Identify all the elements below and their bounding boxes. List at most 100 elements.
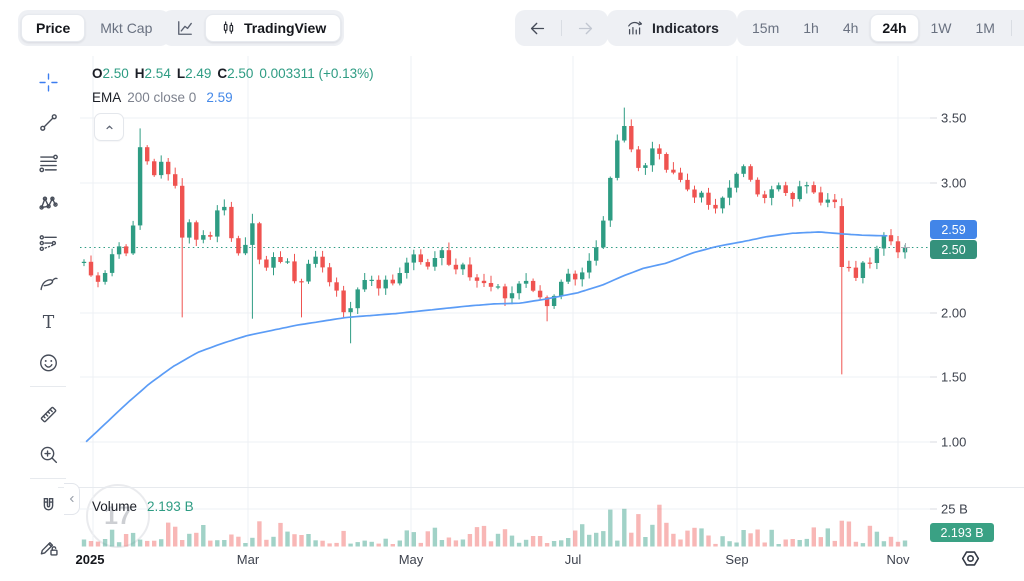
- tool-ruler[interactable]: [28, 394, 68, 434]
- top-toolbar: Price Mkt Cap TradingView: [0, 0, 1024, 56]
- tool-emoji[interactable]: [28, 342, 68, 382]
- ema-price-badge-value: 2.59: [941, 222, 966, 237]
- svg-text:T: T: [42, 312, 54, 332]
- high-value: 2.54: [144, 66, 171, 81]
- price-axis-label: 25 B: [941, 501, 968, 517]
- draw-lock-icon: [37, 535, 60, 558]
- tradingview-button[interactable]: TradingView: [205, 14, 342, 42]
- tool-projection[interactable]: [28, 222, 68, 262]
- price-axis[interactable]: 2.59 2.50 2.193 B 3.50 3.00 2.00 1.50 1.00 25…: [930, 56, 1024, 555]
- legend-collapse-button[interactable]: [94, 113, 124, 141]
- zoom-in-icon: [37, 443, 60, 466]
- last-price-badge: 2.50: [930, 240, 977, 259]
- toolbar-divider: [30, 386, 66, 387]
- tool-xabcd-pattern[interactable]: [28, 182, 68, 222]
- text-icon: T: [37, 311, 60, 334]
- time-axis-label: 2025: [75, 552, 105, 567]
- arrow-right-icon: [576, 19, 595, 38]
- ema-value: 2.59: [206, 90, 233, 105]
- volume-label: Volume: [92, 499, 138, 514]
- last-price-badge-value: 2.50: [941, 242, 966, 257]
- ema-price-badge: 2.59: [930, 220, 977, 239]
- arrow-left-icon: [528, 19, 547, 38]
- volume-value: 2.193 B: [147, 499, 194, 514]
- toolbar-collapse-handle[interactable]: [64, 483, 80, 515]
- magnet-icon: [37, 495, 60, 518]
- tool-text[interactable]: T: [28, 302, 68, 342]
- tool-zoom-in[interactable]: [28, 434, 68, 474]
- time-axis-label: Mar: [236, 552, 260, 567]
- indicators-button[interactable]: Indicators: [607, 10, 737, 46]
- mktcap-tab-label: Mkt Cap: [100, 20, 153, 36]
- close-label: C: [217, 66, 228, 81]
- timeframe-divider: [1010, 20, 1012, 36]
- tool-draw-lock[interactable]: [28, 526, 68, 566]
- time-axis-label: Nov: [886, 552, 910, 567]
- line-chart-icon: [175, 18, 195, 38]
- price-axis-label: 1.00: [941, 434, 967, 450]
- chevron-left-icon: [66, 493, 78, 505]
- chevron-up-icon: [103, 121, 116, 134]
- close-value: 2.50: [227, 66, 254, 81]
- tool-crosshair[interactable]: [28, 62, 68, 102]
- history-nav: [515, 10, 608, 46]
- tool-trend-line[interactable]: [28, 102, 68, 142]
- token-watermark-text: 17: [104, 501, 132, 530]
- timeframe-15m[interactable]: 15m: [740, 14, 791, 42]
- timeframe-4h[interactable]: 4h: [831, 14, 871, 42]
- volume-legend: Volume 2.193 B: [92, 499, 194, 514]
- time-axis-label: May: [398, 552, 424, 567]
- chart-type-toggle: TradingView: [162, 10, 345, 46]
- emoji-icon: [37, 351, 60, 374]
- time-axis-label: Jul: [564, 552, 582, 567]
- tool-brush[interactable]: [28, 262, 68, 302]
- ruler-icon: [37, 403, 60, 426]
- line-chart-button[interactable]: [165, 14, 205, 42]
- ema-legend: EMA 200 close 0 2.59: [92, 90, 233, 105]
- price-tab-label: Price: [36, 20, 71, 36]
- timeframe-1W[interactable]: 1W: [919, 14, 964, 42]
- ohlc-legend: O2.50 H2.54 L2.49 C2.50 0.003311 (+0.13%…: [92, 66, 374, 81]
- xabcd-pattern-icon: [37, 191, 60, 214]
- toolbar-divider: [30, 478, 66, 479]
- low-label: L: [176, 66, 186, 81]
- trend-line-icon: [37, 111, 60, 134]
- price-axis-label: 1.50: [941, 369, 967, 385]
- time-axis[interactable]: 2025 Mar May Jul Sep Nov: [0, 549, 930, 575]
- volume-badge: 2.193 B: [930, 523, 994, 542]
- price-axis-label: 3.00: [941, 175, 967, 191]
- fib-retracement-icon: [37, 151, 60, 174]
- ema-label: EMA: [92, 90, 122, 105]
- brush-icon: [37, 271, 60, 294]
- low-value: 2.49: [185, 66, 212, 81]
- open-value: 2.50: [102, 66, 129, 81]
- crosshair-icon: [37, 71, 60, 94]
- price-mktcap-toggle: Price Mkt Cap: [18, 10, 171, 46]
- change-value: 0.003311 (+0.13%): [259, 66, 374, 81]
- projection-icon: [37, 231, 60, 254]
- tool-magnet[interactable]: [28, 486, 68, 526]
- tool-fib-retracement[interactable]: [28, 142, 68, 182]
- price-axis-label: 3.50: [941, 110, 967, 126]
- axis-settings-gear-icon[interactable]: [958, 546, 983, 571]
- timeframe-24h[interactable]: 24h: [870, 14, 919, 42]
- token-watermark: 17: [86, 484, 150, 548]
- indicators-label: Indicators: [652, 20, 719, 36]
- price-tab[interactable]: Price: [21, 14, 86, 42]
- time-axis-label: Sep: [725, 552, 749, 567]
- drawing-toolbar: T: [20, 56, 76, 581]
- timeframe-group: 15m 1h 4h 24h 1W 1M: [737, 10, 1024, 46]
- high-label: H: [134, 66, 145, 81]
- volume-badge-value: 2.193 B: [940, 525, 984, 540]
- timeframe-1h[interactable]: 1h: [791, 14, 831, 42]
- price-axis-label: 2.00: [941, 305, 967, 321]
- open-label: O: [92, 66, 103, 81]
- mktcap-tab[interactable]: Mkt Cap: [85, 14, 167, 42]
- candles-icon: [220, 18, 237, 38]
- back-button[interactable]: [518, 14, 557, 42]
- forward-button[interactable]: [566, 14, 605, 42]
- timeframe-1M[interactable]: 1M: [964, 14, 1007, 42]
- ema-params: 200 close 0: [127, 90, 197, 105]
